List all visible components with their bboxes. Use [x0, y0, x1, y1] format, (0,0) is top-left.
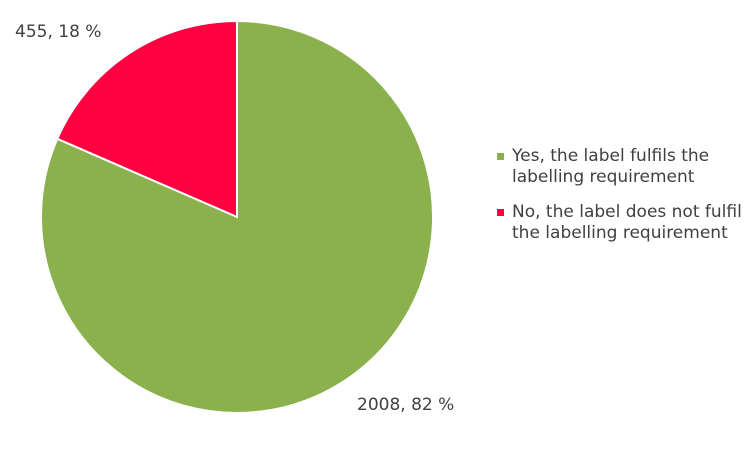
data-label-no: 455, 18 % [15, 22, 102, 42]
legend-item-no: No, the label does not fulfil the labell… [497, 202, 747, 244]
legend-label-yes: Yes, the label fulfils the labelling req… [512, 146, 710, 187]
pie-slice-no [55, 19, 238, 219]
legend-swatch-no [497, 209, 504, 216]
pie-slice-yes [40, 19, 434, 414]
legend: Yes, the label fulfils the labelling req… [497, 146, 747, 258]
data-label-yes: 2008, 82 % [357, 395, 455, 415]
legend-label-no: No, the label does not fulfil the labell… [512, 202, 742, 243]
legend-item-yes: Yes, the label fulfils the labelling req… [497, 146, 747, 188]
legend-swatch-yes [497, 153, 504, 160]
